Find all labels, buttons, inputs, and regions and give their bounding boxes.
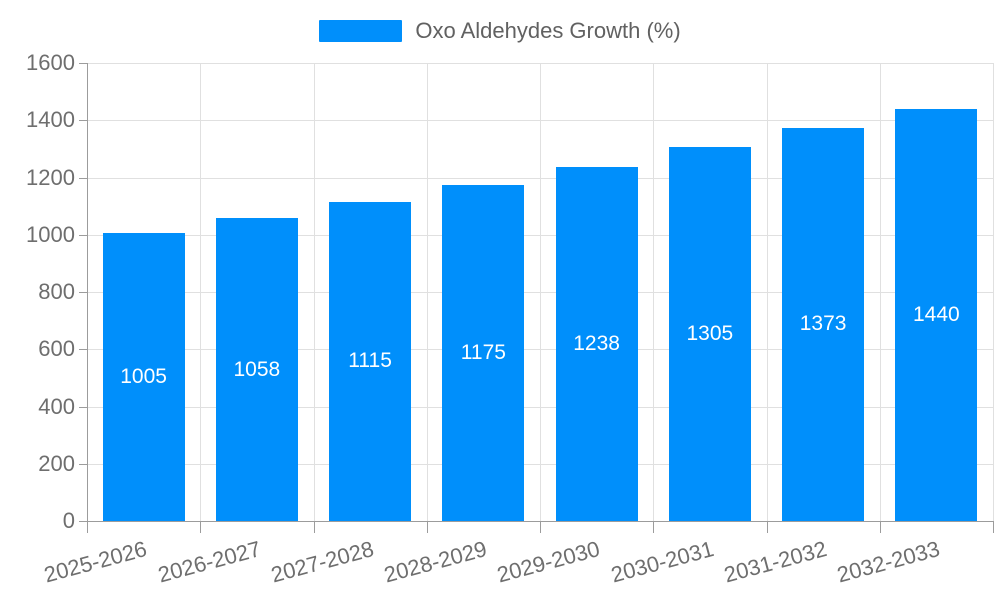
v-gridline (540, 63, 541, 521)
bar[interactable] (442, 184, 525, 521)
y-axis-tick (79, 63, 87, 64)
v-gridline (653, 63, 655, 521)
x-axis-tick (879, 521, 881, 533)
x-tick-label: 2029-2030 (494, 536, 603, 588)
bar[interactable] (782, 127, 865, 521)
y-axis-tick (79, 234, 87, 236)
x-axis-line (87, 521, 993, 522)
x-tick-label: 2031-2032 (721, 536, 830, 588)
y-axis-tick (79, 177, 87, 179)
y-axis-tick (79, 120, 87, 122)
y-axis-tick (79, 463, 87, 465)
y-axis-tick (79, 292, 87, 293)
x-tick-label: 2032-2033 (834, 536, 943, 588)
bar[interactable] (102, 233, 185, 521)
x-tick-label: 2025-2026 (41, 536, 150, 588)
v-gridline (766, 63, 768, 521)
bar[interactable] (895, 108, 978, 521)
x-axis-tick (766, 521, 768, 533)
x-axis-tick (426, 521, 428, 533)
y-tick-label: 200 (38, 450, 75, 476)
bar-value-label: 1305 (686, 322, 734, 346)
y-tick-label: 1200 (26, 164, 75, 190)
x-tick-label: 2027-2028 (268, 536, 377, 588)
x-axis-tick (313, 521, 315, 533)
x-axis-tick (993, 521, 994, 533)
v-gridline (313, 63, 315, 521)
legend-item[interactable]: Oxo Aldehydes Growth (%) (0, 16, 1000, 46)
v-gridline (879, 63, 881, 521)
y-tick-label: 1000 (26, 221, 75, 247)
bar[interactable] (668, 147, 751, 521)
bar-value-label: 1440 (913, 302, 960, 326)
v-gridline (993, 63, 994, 521)
legend-swatch (319, 20, 403, 42)
y-tick-label: 1400 (26, 107, 75, 133)
bar-value-label: 1005 (120, 365, 167, 389)
bar-value-label: 1115 (348, 349, 392, 373)
y-tick-label: 1600 (26, 50, 75, 75)
bar-value-label: 1373 (799, 312, 847, 336)
y-tick-label: 800 (38, 279, 75, 304)
x-axis-tick (653, 521, 655, 533)
bar-value-label: 1058 (233, 357, 281, 381)
v-gridline (200, 63, 202, 521)
y-axis-line (87, 63, 88, 533)
y-axis-tick (79, 521, 87, 522)
x-tick-label: 2028-2029 (381, 536, 490, 588)
y-tick-label: 0 (62, 508, 75, 533)
x-tick-label: 2030-2031 (607, 536, 717, 588)
bar-value-label: 1238 (573, 331, 620, 355)
x-tick-label: 2026-2027 (154, 536, 264, 588)
bar-value-label: 1175 (460, 340, 506, 364)
bar[interactable] (329, 201, 412, 521)
legend-label: Oxo Aldehydes Growth (%) (415, 18, 681, 43)
bar[interactable] (555, 166, 638, 521)
x-axis-tick (540, 521, 541, 533)
y-axis-tick (79, 406, 87, 408)
y-tick-label: 600 (38, 336, 75, 362)
y-tick-label: 400 (38, 393, 75, 419)
y-axis-tick (79, 349, 87, 351)
bar[interactable] (215, 218, 298, 521)
x-axis-tick (200, 521, 202, 533)
v-gridline (426, 63, 428, 521)
